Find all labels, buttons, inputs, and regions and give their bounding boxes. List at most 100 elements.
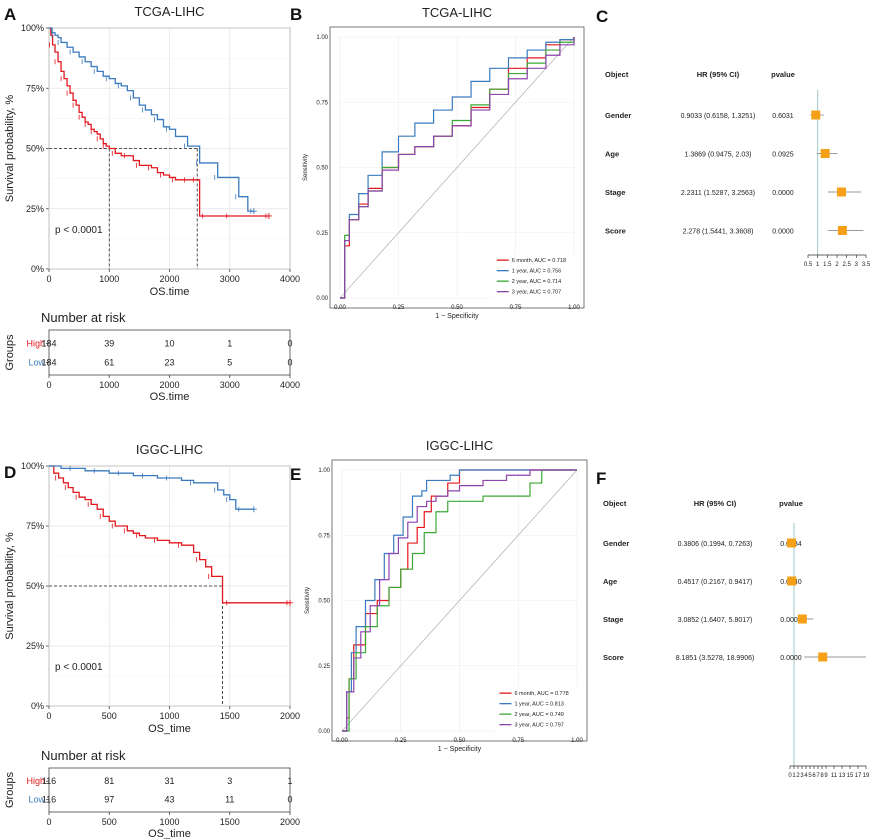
risk-count: 3 [227, 776, 232, 786]
legend-box [492, 254, 581, 301]
forest-row-label: Age [605, 150, 619, 159]
roc-curve [342, 469, 577, 732]
forest-row-label: Stage [603, 615, 623, 624]
x-tick-label: 1 [816, 262, 820, 268]
y-tick-label: 100% [21, 461, 44, 471]
forest-hr-text: 2.2311 (1.5287, 3.2563) [681, 190, 755, 197]
x-tick-label: 3000 [220, 380, 240, 390]
y-tick-label: 0.75 [318, 533, 330, 539]
roc-curve [340, 37, 575, 299]
risk-count: 184 [41, 339, 56, 349]
legend-label: 3 year, AUC = 0.707 [512, 290, 561, 296]
forest-row-label: Stage [605, 188, 625, 197]
x-axis-label: 1 − Specificity [438, 746, 482, 753]
hr-marker [787, 576, 797, 586]
x-tick-label: 1000 [159, 711, 179, 721]
y-tick-label: 100% [21, 23, 44, 33]
y-tick-label: 1.00 [318, 468, 330, 474]
diagonal-reference [339, 36, 575, 299]
panel-letter: E [290, 465, 301, 484]
forest-row-label: Gender [605, 111, 631, 120]
x-tick-label: 19 [863, 773, 870, 779]
x-tick-label: 0.75 [510, 305, 522, 311]
risk-count: 0 [287, 357, 292, 367]
x-tick-label: 5 [808, 773, 812, 779]
x-tick-label: 15 [847, 773, 854, 779]
y-tick-label: 0.00 [316, 296, 328, 302]
km-curve-low [49, 27, 254, 212]
x-tick-label: 1.00 [568, 305, 580, 311]
y-tick-label: 1.00 [316, 35, 328, 41]
pvalue-text: p < 0.0001 [55, 225, 103, 236]
y-tick-label: 25% [26, 641, 44, 651]
risk-count: 11 [225, 795, 234, 805]
x-tick-label: 2000 [280, 711, 300, 721]
x-tick-label: 500 [102, 817, 117, 827]
forest-panel-C: Object HR (95% CI) pvalue Gender 0.9033 (0.6… [605, 70, 871, 268]
x-tick-label: 0.50 [454, 738, 466, 744]
x-tick-label: 1.00 [571, 738, 583, 744]
forest-row-label: Age [603, 577, 617, 586]
y-axis-label: Sensitivity [303, 154, 309, 181]
y-axis-label: Sensitivity [305, 587, 311, 614]
forest-pvalue: 0.6031 [772, 113, 794, 120]
x-tick-label: 7 [816, 773, 820, 779]
chart-title: IGGC-LIHC [136, 442, 203, 457]
legend-label: 6 month, AUC = 0.718 [512, 258, 566, 264]
x-tick-label: 3.5 [862, 262, 871, 268]
panel-letter: D [4, 463, 16, 482]
x-tick-label: 2000 [159, 380, 179, 390]
censor-mark [265, 212, 272, 219]
km-curve-low [49, 465, 254, 510]
hr-marker [820, 149, 830, 158]
x-tick-label: 0 [46, 817, 51, 827]
y-tick-label: 50% [26, 581, 44, 591]
risk-count: 39 [104, 339, 114, 349]
y-tick-label: 0.50 [318, 599, 330, 605]
x-tick-label: 3000 [220, 274, 240, 284]
forest-header: Object [603, 499, 627, 508]
y-tick-label: 50% [26, 144, 44, 154]
roc-panel-B: TCGA-LIHC 0.00 0.00 0.25 0.25 0.50 0.50 0.75 0.7… [303, 5, 585, 320]
chart-title: IGGC-LIHC [426, 438, 493, 453]
forest-pvalue: 0.0000 [780, 655, 802, 662]
forest-header: pvalue [779, 499, 803, 508]
y-tick-label: 25% [26, 204, 44, 214]
x-tick-label: 1000 [99, 274, 119, 284]
x-tick-label: 3 [800, 773, 804, 779]
panel-letter: C [596, 7, 608, 26]
forest-hr-text: 1.3869 (0.9475, 2.03) [685, 152, 752, 159]
forest-hr-text: 8.1851 (3.5278, 18.9906) [676, 655, 755, 662]
censor-mark [250, 208, 257, 215]
x-tick-label: 1.5 [823, 262, 832, 268]
risk-count: 10 [164, 339, 174, 349]
risk-count: 31 [164, 776, 174, 786]
forest-pvalue: 0.0925 [772, 152, 794, 159]
hr-marker [818, 652, 828, 662]
risk-count: 116 [42, 795, 56, 805]
km-curve-high [49, 465, 290, 604]
x-tick-label: 2 [835, 262, 839, 268]
y-tick-label: 0.25 [318, 664, 330, 670]
x-tick-label: 0.00 [334, 305, 346, 311]
legend-label: 2 year, AUC = 0.714 [512, 279, 561, 285]
x-tick-label: 4000 [280, 380, 300, 390]
x-tick-label: 0.50 [451, 305, 463, 311]
x-tick-label: 0.5 [804, 262, 813, 268]
risk-table-frame [48, 767, 291, 813]
forest-hr-text: 0.4517 (0.2167, 0.9417) [678, 579, 753, 586]
panel-letter: B [290, 5, 302, 24]
risk-count: 43 [164, 795, 174, 805]
legend-box [495, 687, 584, 734]
x-tick-label: 0.25 [393, 305, 405, 311]
y-tick-label: 0.25 [316, 231, 328, 237]
risk-count: 23 [164, 357, 174, 367]
x-tick-label: 6 [812, 773, 816, 779]
forest-hr-text: 0.9033 (0.6158, 1.3251) [681, 113, 756, 120]
hr-marker [811, 110, 821, 120]
y-axis-label: Survival probability, % [4, 532, 16, 640]
risk-table-frame [48, 329, 291, 376]
risk-count: 1 [287, 776, 292, 786]
x-tick-label: 8 [820, 773, 824, 779]
